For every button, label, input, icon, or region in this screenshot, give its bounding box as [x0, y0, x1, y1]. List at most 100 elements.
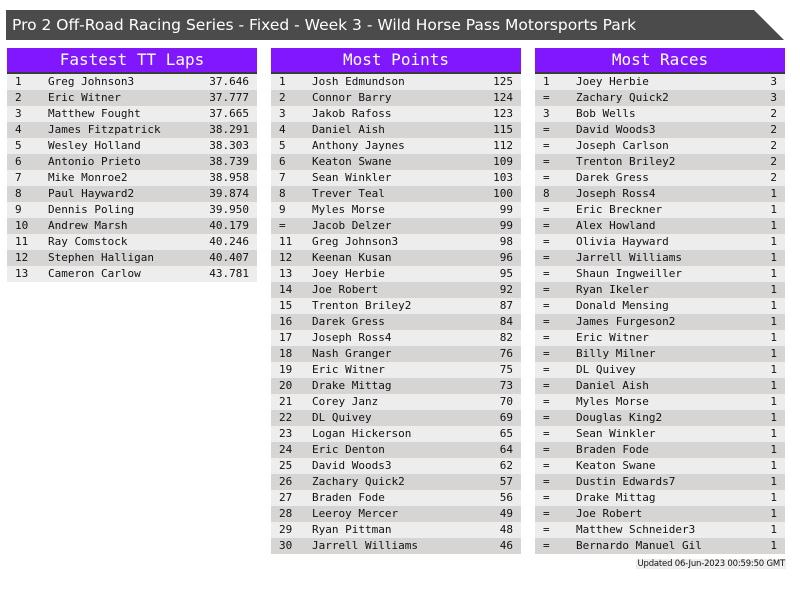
driver-name: Daniel Aish: [312, 123, 385, 136]
table-row: 23 Logan Hickerson 65: [271, 426, 521, 442]
value-cell: 39.874: [209, 187, 249, 200]
table-row: 7 Sean Winkler 103: [271, 170, 521, 186]
rank-cell: =: [543, 331, 550, 344]
value-cell: 37.646: [209, 75, 249, 88]
rank-cell: 12: [279, 251, 293, 264]
rank-cell: =: [543, 459, 550, 472]
rank-cell: 1: [543, 75, 550, 88]
table-row: 2 Connor Barry 124: [271, 90, 521, 106]
table-row: 6 Keaton Swane 109: [271, 154, 521, 170]
rank-cell: =: [543, 507, 550, 520]
panel-heading: Most Races: [535, 48, 785, 74]
table-row: 4 Daniel Aish 115: [271, 122, 521, 138]
driver-name: Bob Wells: [576, 107, 636, 120]
table-row: 5 Wesley Holland 38.303: [7, 138, 257, 154]
rank-cell: 12: [15, 251, 29, 264]
rank-cell: =: [543, 283, 550, 296]
value-cell: 1: [770, 283, 777, 296]
driver-name: Douglas King2: [576, 411, 663, 424]
table-row: 12 Stephen Halligan 40.407: [7, 250, 257, 266]
updated-timestamp: Updated 06-Jun-2023 00:59:50 GMT: [636, 559, 786, 569]
rank-cell: 21: [279, 395, 293, 408]
value-cell: 1: [770, 363, 777, 376]
driver-name: James Fitzpatrick: [48, 123, 161, 136]
table-row: 13 Joey Herbie 95: [271, 266, 521, 282]
rank-cell: 29: [279, 523, 293, 536]
value-cell: 2: [770, 139, 777, 152]
value-cell: 48: [499, 523, 513, 536]
value-cell: 1: [770, 235, 777, 248]
driver-name: Braden Fode: [312, 491, 385, 504]
driver-name: Nash Granger: [312, 347, 392, 360]
table-row: = Billy Milner 1: [535, 346, 785, 362]
driver-name: Paul Hayward2: [48, 187, 135, 200]
table-row: 21 Corey Janz 70: [271, 394, 521, 410]
table-row: 8 Trever Teal 100: [271, 186, 521, 202]
driver-name: Darek Gress: [576, 171, 649, 184]
value-cell: 40.407: [209, 251, 249, 264]
driver-name: Olivia Hayward: [576, 235, 669, 248]
rank-cell: 2: [15, 91, 22, 104]
table-row: 1 Joey Herbie 3: [535, 74, 785, 90]
value-cell: 1: [770, 443, 777, 456]
rank-cell: 15: [279, 299, 293, 312]
table-row: 13 Cameron Carlow 43.781: [7, 266, 257, 282]
rank-cell: 8: [279, 187, 286, 200]
rank-cell: =: [543, 123, 550, 136]
table-row: = Joe Robert 1: [535, 506, 785, 522]
table-row: 20 Drake Mittag 73: [271, 378, 521, 394]
driver-name: Matthew Fought: [48, 107, 141, 120]
rank-cell: 3: [279, 107, 286, 120]
rank-cell: =: [543, 155, 550, 168]
driver-name: Darek Gress: [312, 315, 385, 328]
rank-cell: 23: [279, 427, 293, 440]
driver-name: Greg Johnson3: [48, 75, 135, 88]
driver-name: Jarrell Williams: [312, 539, 418, 552]
rank-cell: 2: [279, 91, 286, 104]
rank-cell: =: [543, 171, 550, 184]
rank-cell: 3: [543, 107, 550, 120]
value-cell: 39.950: [209, 203, 249, 216]
value-cell: 100: [493, 187, 513, 200]
rank-cell: 16: [279, 315, 293, 328]
rank-cell: 20: [279, 379, 293, 392]
table-row: 1 Greg Johnson3 37.646: [7, 74, 257, 90]
table-row: 19 Eric Witner 75: [271, 362, 521, 378]
driver-name: Eric Witner: [312, 363, 385, 376]
value-cell: 56: [499, 491, 513, 504]
rank-cell: =: [543, 523, 550, 536]
rank-cell: 30: [279, 539, 293, 552]
table-row: 27 Braden Fode 56: [271, 490, 521, 506]
driver-name: Donald Mensing: [576, 299, 669, 312]
value-cell: 123: [493, 107, 513, 120]
value-cell: 82: [499, 331, 513, 344]
value-cell: 38.303: [209, 139, 249, 152]
rank-cell: =: [543, 363, 550, 376]
driver-name: Shaun Ingweiller: [576, 267, 682, 280]
table-row: 7 Mike Monroe2 38.958: [7, 170, 257, 186]
driver-name: Joey Herbie: [312, 267, 385, 280]
table-row: 11 Greg Johnson3 98: [271, 234, 521, 250]
driver-name: Anthony Jaynes: [312, 139, 405, 152]
table-row: 12 Keenan Kusan 96: [271, 250, 521, 266]
rank-cell: 11: [15, 235, 29, 248]
rank-cell: 6: [15, 155, 22, 168]
value-cell: 1: [770, 203, 777, 216]
value-cell: 1: [770, 507, 777, 520]
table-row: 1 Josh Edmundson 125: [271, 74, 521, 90]
table-row: 10 Andrew Marsh 40.179: [7, 218, 257, 234]
table-row: 18 Nash Granger 76: [271, 346, 521, 362]
rank-cell: 1: [279, 75, 286, 88]
rank-cell: =: [543, 539, 550, 552]
driver-name: Braden Fode: [576, 443, 649, 456]
value-cell: 64: [499, 443, 513, 456]
driver-name: David Woods3: [576, 123, 656, 136]
driver-name: Sean Winkler: [576, 427, 656, 440]
rank-cell: 25: [279, 459, 293, 472]
driver-name: Wesley Holland: [48, 139, 141, 152]
table-row: 29 Ryan Pittman 48: [271, 522, 521, 538]
driver-name: James Furgeson2: [576, 315, 676, 328]
rank-cell: 10: [15, 219, 29, 232]
leaderboard-rows: 1 Joey Herbie 3 = Zachary Quick2 3 3 Bob Wells 2…: [535, 74, 785, 554]
value-cell: 3: [770, 91, 777, 104]
